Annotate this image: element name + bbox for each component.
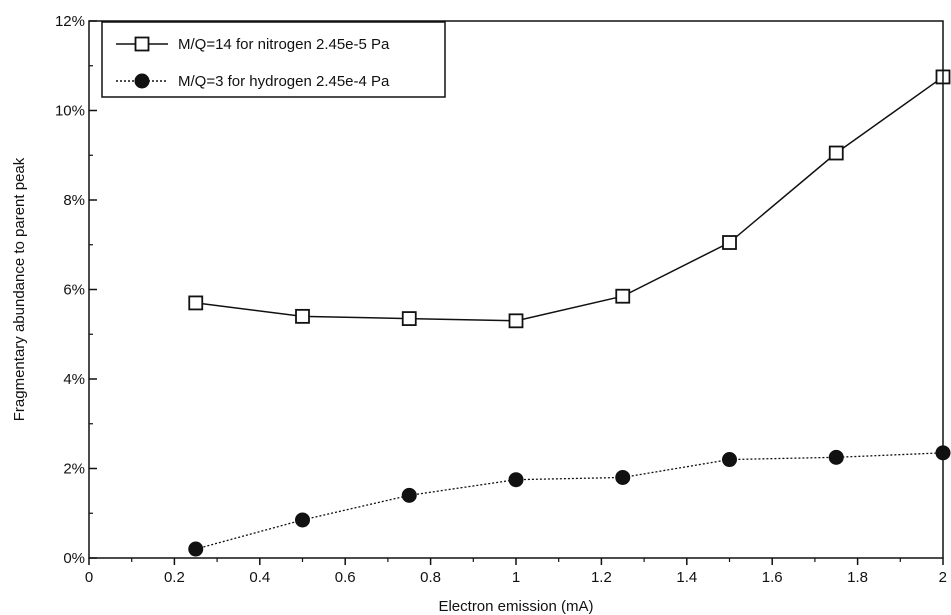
legend: M/Q=14 for nitrogen 2.45e-5 Pa M/Q=3 for … [101,21,446,98]
x-tick-label: 1.6 [762,569,783,586]
y-tick-label: 12% [55,13,85,30]
y-tick-label: 0% [63,550,85,567]
y-tick-label: 6% [63,282,85,299]
legend-item: M/Q=3 for hydrogen 2.45e-4 Pa [116,73,390,90]
x-tick-label: 0.4 [249,569,270,586]
legend-item: M/Q=14 for nitrogen 2.45e-5 Pa [116,36,390,53]
data-point [828,145,844,161]
legend-label: M/Q=3 for hydrogen 2.45e-4 Pa [178,73,390,90]
data-point [401,311,417,326]
y-tick-label: 8% [63,192,85,209]
data-point [295,512,310,528]
legend-items: M/Q=14 for nitrogen 2.45e-5 Pa M/Q=3 for … [116,36,390,90]
x-tick-label: 0.8 [420,569,441,586]
data-point [188,295,204,311]
x-tick-label: 2 [939,569,947,586]
data-point [295,308,310,324]
data-point [615,288,631,304]
data-point [508,472,524,488]
data-point [401,487,417,503]
data-point [722,235,737,250]
x-tick-label: 0.2 [164,569,185,586]
data-point [188,541,204,557]
x-tick-label: 1.8 [847,569,868,586]
series-line [195,76,944,322]
x-tick-label: 1.4 [676,569,697,586]
legend-marker [134,73,150,89]
data-point [722,452,737,468]
axes: 0% 2% 4% 6% 8% 10% 12% 0 0.2 0.4 0.6 0.8 1 1.2 1.4 1.6 1… [55,13,947,586]
legend-box [101,21,446,98]
data-point [508,313,524,329]
x-tick-label: 1.2 [591,569,612,586]
y-tick-label: 2% [63,461,85,478]
x-tick-label: 0 [85,569,93,586]
series-1 [188,69,951,329]
data-point [615,469,631,485]
y-tick-label: 10% [55,103,85,120]
legend-label: M/Q=14 for nitrogen 2.45e-5 Pa [178,36,390,53]
x-axis-title: Electron emission (mA) [438,598,593,615]
x-tick-label: 1 [512,569,520,586]
x-tick-label: 0.6 [335,569,356,586]
series-2 [188,445,951,557]
series-layer [188,69,951,557]
legend-marker [134,36,150,52]
y-axis-title: Fragmentary abundance to parent peak [11,157,28,421]
series-line [195,452,944,550]
data-point [828,449,844,465]
y-tick-label: 4% [63,371,85,388]
